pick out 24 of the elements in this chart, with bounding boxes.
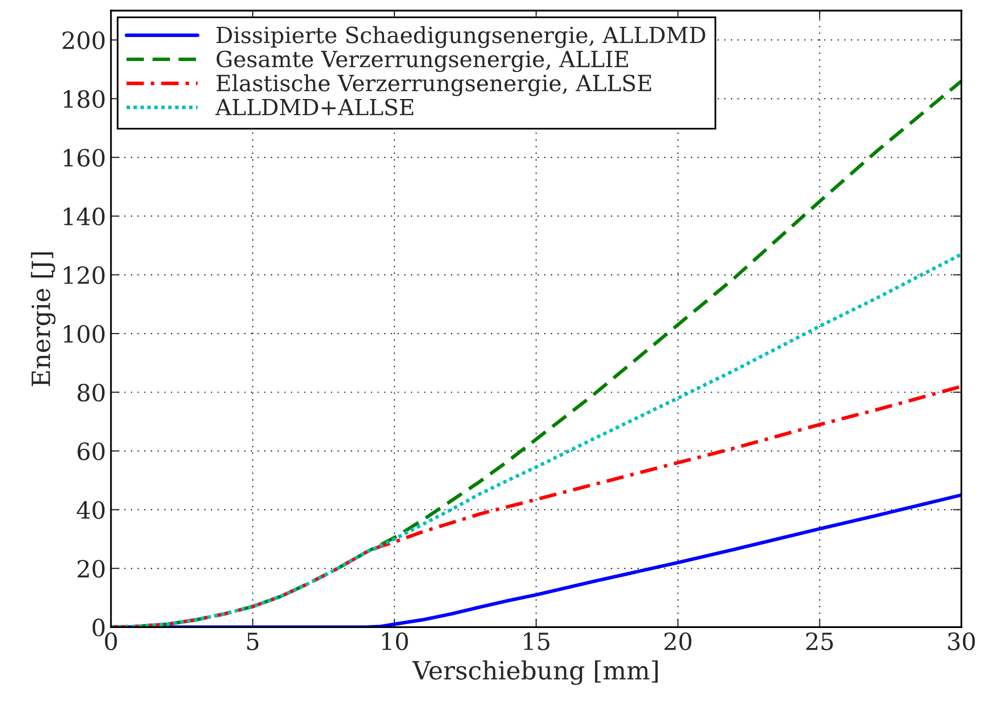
x-axis-title: Verschiebung [mm]	[412, 660, 658, 685]
x-tick-label: 25	[806, 632, 833, 650]
legend-label: Dissipierte Schaedigungsenergie, ALLDMD	[216, 26, 706, 48]
y-tick-label: 160	[64, 148, 105, 167]
y-tick-label: 80	[78, 384, 105, 402]
y-tick-label: 140	[64, 208, 105, 226]
y-axis-title: Energie [J]	[30, 252, 56, 386]
legend-label: ALLDMD+ALLSE	[215, 98, 414, 116]
x-tick-label: 5	[247, 632, 258, 650]
y-tick-label: 120	[64, 266, 105, 284]
y-tick-label: 60	[78, 442, 105, 460]
y-tick-label: 180	[64, 90, 105, 108]
x-tick-label: 0	[105, 632, 117, 650]
legend-label: Gesamte Verzerrungsenergie, ALLIE	[216, 50, 628, 72]
x-tick-label: 10	[382, 632, 408, 650]
x-tick-label: 20	[664, 632, 692, 650]
y-tick-label: 100	[64, 324, 105, 343]
x-tick-label: 15	[524, 632, 550, 650]
x-tick-label: 30	[948, 632, 975, 650]
y-tick-label: 40	[76, 501, 105, 519]
legend-label: Elastische Verzerrungsenergie, ALLSE	[216, 74, 652, 96]
y-tick-label: 20	[78, 560, 105, 578]
y-tick-label: 200	[62, 31, 105, 50]
y-tick-label: 0	[92, 618, 105, 636]
